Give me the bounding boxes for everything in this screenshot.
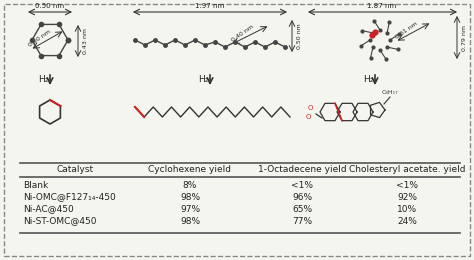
Text: 0.40 nm: 0.40 nm: [231, 24, 255, 42]
Text: 8%: 8%: [183, 180, 197, 190]
Text: H₂: H₂: [198, 75, 209, 84]
Text: Blank: Blank: [23, 180, 48, 190]
Text: <1%: <1%: [292, 180, 313, 190]
Text: 1-Octadecene yield: 1-Octadecene yield: [258, 166, 347, 174]
Text: H₂: H₂: [363, 75, 374, 84]
Text: 24%: 24%: [398, 217, 418, 225]
Text: 0.30 nm: 0.30 nm: [28, 29, 52, 48]
Text: Ni-OMC@F127₁₄-450: Ni-OMC@F127₁₄-450: [23, 192, 116, 202]
Text: 0.50 nm: 0.50 nm: [36, 3, 64, 9]
Text: 92%: 92%: [398, 192, 418, 202]
Text: 96%: 96%: [292, 192, 312, 202]
Text: <1%: <1%: [396, 180, 419, 190]
Text: 10%: 10%: [397, 205, 418, 213]
FancyBboxPatch shape: [4, 4, 470, 256]
Text: O: O: [305, 114, 310, 120]
Text: 0.61 nm: 0.61 nm: [395, 21, 419, 40]
Text: 0.43 nm: 0.43 nm: [83, 28, 88, 54]
Text: Ni-AC@450: Ni-AC@450: [23, 205, 74, 213]
Text: H₂: H₂: [38, 75, 48, 84]
Text: Ni-ST-OMC@450: Ni-ST-OMC@450: [23, 217, 97, 225]
Text: 0.50 nm: 0.50 nm: [297, 23, 302, 49]
Text: O: O: [307, 105, 313, 111]
Text: 65%: 65%: [292, 205, 312, 213]
Text: 0.79 nm: 0.79 nm: [462, 25, 467, 51]
Text: Cholesteryl acetate. yield: Cholesteryl acetate. yield: [349, 166, 466, 174]
Text: Cyclohexene yield: Cyclohexene yield: [148, 166, 231, 174]
Text: 98%: 98%: [180, 217, 200, 225]
Text: C₈H₁₇: C₈H₁₇: [382, 90, 398, 95]
Text: 1.87 nm: 1.87 nm: [367, 3, 397, 9]
Text: 1.97 nm: 1.97 nm: [195, 3, 225, 9]
Text: 77%: 77%: [292, 217, 312, 225]
Text: Catalyst: Catalyst: [56, 166, 93, 174]
Text: 97%: 97%: [180, 205, 200, 213]
Text: 98%: 98%: [180, 192, 200, 202]
